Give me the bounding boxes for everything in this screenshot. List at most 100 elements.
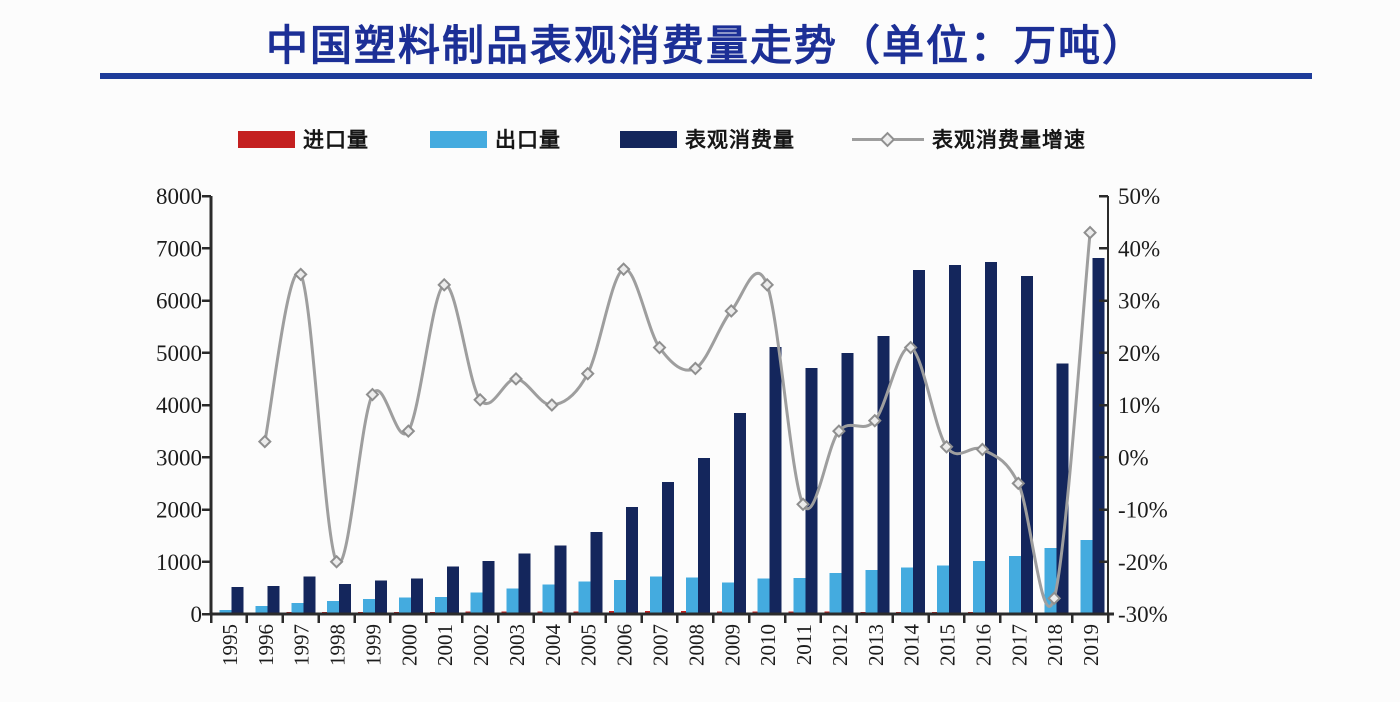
growth-rate-line	[263, 231, 1092, 608]
growth-line-marker-icon	[852, 131, 924, 148]
bar-exports-2009	[721, 582, 734, 614]
bar-consumption-1997	[303, 576, 316, 614]
bar-consumption-1996	[267, 586, 280, 614]
growth-marker-2017	[1011, 476, 1026, 491]
bar-exports-2012	[829, 573, 842, 614]
growth-marker-2004	[544, 398, 559, 412]
left-axis-tick-label: 5000	[156, 341, 202, 366]
bar-consumption-2005	[590, 532, 603, 614]
bar-consumption-2015	[949, 265, 962, 614]
right-axis-tick-label: 30%	[1118, 289, 1160, 314]
bar-consumption-2018	[1056, 363, 1069, 614]
growth-marker-2010	[760, 277, 775, 292]
left-axis-tick-label: 0	[191, 602, 203, 627]
left-axis-tick-label: 4000	[156, 393, 202, 418]
chart-legend: 进口量 出口量 表观消费量 表观消费量增速	[0, 126, 1400, 156]
x-axis-year-label-2001: 2001	[433, 624, 457, 666]
x-axis-year-label-2015: 2015	[936, 624, 960, 666]
bar-consumption-2008	[697, 457, 710, 614]
growth-marker-2000	[401, 424, 416, 439]
growth-marker-2014	[903, 340, 918, 355]
bar-consumption-2010	[769, 347, 782, 614]
right-axis-tick-label: -30%	[1118, 602, 1168, 627]
bar-exports-2006	[614, 580, 627, 614]
x-axis-year-label-1995: 1995	[218, 624, 242, 666]
bar-consumption-2011	[805, 367, 818, 614]
x-axis-year-label-1999: 1999	[361, 624, 385, 666]
bar-exports-1995	[219, 609, 232, 614]
bar-exports-2015	[937, 565, 950, 614]
growth-marker-2006	[616, 262, 631, 277]
title-underline-rule	[100, 73, 1312, 79]
bar-consumption-1998	[339, 584, 352, 614]
right-axis-tick-label: 20%	[1118, 341, 1160, 366]
bar-consumption-1999	[375, 580, 387, 614]
x-axis-year-label-2004: 2004	[541, 624, 565, 667]
x-axis-year-label-2017: 2017	[1007, 624, 1031, 666]
growth-marker-2019	[1083, 225, 1097, 240]
bar-consumption-2016	[985, 261, 997, 614]
right-axis-tick-label: 40%	[1118, 236, 1160, 261]
bar-exports-1996	[255, 606, 268, 614]
growth-marker-2007	[652, 340, 667, 355]
bar-exports-2001	[434, 596, 447, 614]
x-axis-year-label-2003: 2003	[505, 624, 529, 666]
bar-exports-2003	[506, 588, 519, 614]
right-axis-tick-label: -10%	[1118, 498, 1168, 523]
left-axis-tick-label: 1000	[156, 550, 202, 575]
bar-consumption-2012	[841, 352, 854, 615]
x-axis-year-label-2006: 2006	[613, 624, 637, 666]
growth-marker-2002	[473, 392, 488, 407]
growth-marker-2001	[437, 277, 452, 292]
growth-marker-2003	[509, 371, 523, 386]
bar-exports-2005	[578, 581, 591, 614]
growth-marker-1999	[365, 387, 380, 402]
growth-marker-2018	[1047, 591, 1062, 606]
bar-consumption-2007	[662, 481, 675, 614]
growth-marker-2013	[867, 413, 882, 428]
legend-label-consumption: 表观消费量	[685, 129, 795, 152]
legend-label-imports: 进口量	[303, 129, 369, 152]
bar-exports-2013	[865, 570, 878, 614]
bar-exports-2019	[1080, 539, 1093, 614]
legend-item-imports: 进口量	[238, 126, 369, 152]
bar-exports-1997	[291, 602, 304, 614]
legend-item-growth: 表观消费量增速	[852, 126, 1086, 152]
consumption-swatch-icon	[620, 130, 677, 148]
bar-exports-2017	[1008, 556, 1021, 614]
left-axis-tick-label: 7000	[156, 236, 202, 261]
bar-consumption-2003	[518, 553, 531, 614]
bar-consumption-2004	[554, 545, 567, 614]
bar-exports-1999	[363, 598, 375, 614]
x-axis-year-label-2002: 2002	[469, 624, 493, 666]
growth-marker-2009	[724, 304, 739, 318]
x-axis-year-label-2019: 2019	[1079, 624, 1103, 666]
chart-title: 中国塑料制品表观消费量走势（单位：万吨）	[265, 22, 1146, 69]
growth-marker-2011	[796, 497, 810, 512]
bar-exports-2007	[650, 576, 663, 614]
growth-marker-2008	[688, 361, 703, 376]
bar-exports-2002	[470, 592, 483, 614]
left-axis-tick-label: 2000	[156, 498, 202, 523]
bar-consumption-2019	[1092, 258, 1105, 614]
right-axis-tick-label: 10%	[1118, 393, 1160, 418]
x-axis-year-label-2010: 2010	[756, 624, 780, 666]
growth-marker-2012	[831, 424, 846, 439]
bar-consumption-2009	[733, 412, 746, 614]
x-axis-year-label-2011: 2011	[792, 624, 816, 665]
right-axis-tick-label: 50%	[1118, 184, 1160, 209]
x-axis-year-label-2005: 2005	[577, 624, 601, 666]
left-axis-tick-label: 6000	[156, 289, 202, 314]
bar-consumption-2002	[482, 561, 495, 614]
x-axis-year-label-2013: 2013	[864, 624, 888, 666]
x-axis-year-label-1996: 1996	[254, 624, 278, 666]
bar-exports-2011	[793, 577, 806, 614]
bar-exports-2016	[973, 561, 985, 614]
growth-marker-2015	[939, 439, 954, 454]
x-axis-year-label-2007: 2007	[649, 624, 673, 666]
bar-consumption-2001	[446, 566, 459, 614]
x-axis-year-label-2012: 2012	[828, 624, 852, 666]
x-axis-year-label-2016: 2016	[971, 624, 995, 666]
